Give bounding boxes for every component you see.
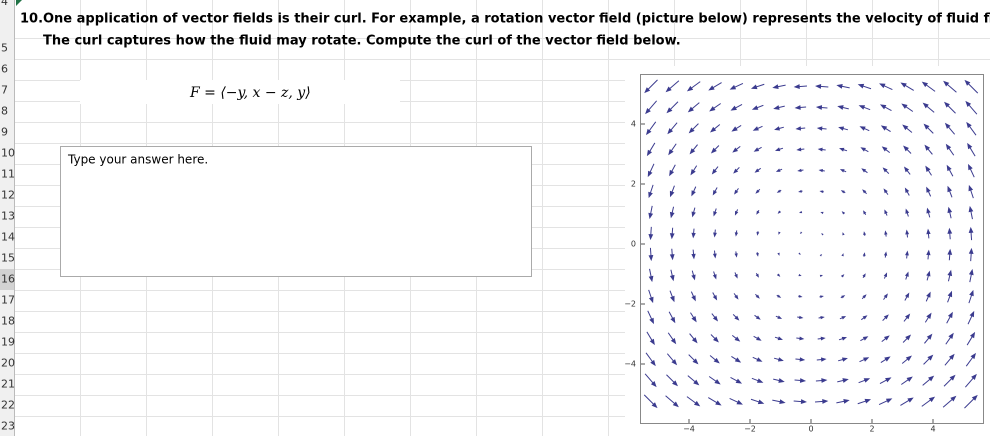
x-tick-label: 4 (930, 425, 935, 434)
y-tick-label: −4 (624, 360, 636, 369)
question-number: 10. (20, 12, 43, 27)
y-tick-label: 2 (631, 180, 636, 189)
row-number: 17 (1, 294, 15, 307)
row-number: 10 (1, 147, 15, 160)
row-number: 9 (1, 126, 8, 139)
answer-placeholder[interactable]: Type your answer here. (67, 153, 208, 167)
x-tick-label: 0 (808, 425, 813, 434)
row-number: 21 (1, 378, 15, 391)
row-number: 22 (1, 399, 15, 412)
row-number: 18 (1, 315, 15, 328)
row-number: 14 (1, 231, 15, 244)
x-tick-label: −2 (744, 425, 756, 434)
x-tick-label: 2 (869, 425, 874, 434)
x-tick-label: −4 (683, 425, 695, 434)
y-tick-label: 4 (631, 120, 636, 129)
row-number: 20 (1, 357, 15, 370)
plot-image (625, 66, 990, 436)
row-number: 15 (1, 252, 15, 265)
row-number: 6 (1, 63, 8, 76)
y-tick-label: −2 (624, 300, 636, 309)
question-line: The curl captures how the fluid may rota… (43, 34, 681, 49)
row-number: 8 (1, 105, 8, 118)
row-number: 5 (1, 42, 8, 55)
y-tick-label: 0 (631, 240, 636, 249)
row-number: 13 (1, 210, 15, 223)
row-number: 16 (1, 273, 15, 286)
row-number: 7 (1, 84, 8, 97)
row-number: 23 (1, 420, 15, 433)
formula: F = ⟨−y, x − z, y⟩ (189, 85, 311, 101)
row-number: 12 (1, 189, 15, 202)
row-number: 11 (1, 168, 15, 181)
row-number: 4 (1, 0, 8, 8)
row-number: 19 (1, 336, 15, 349)
question-line: One application of vector fields is thei… (43, 12, 990, 27)
